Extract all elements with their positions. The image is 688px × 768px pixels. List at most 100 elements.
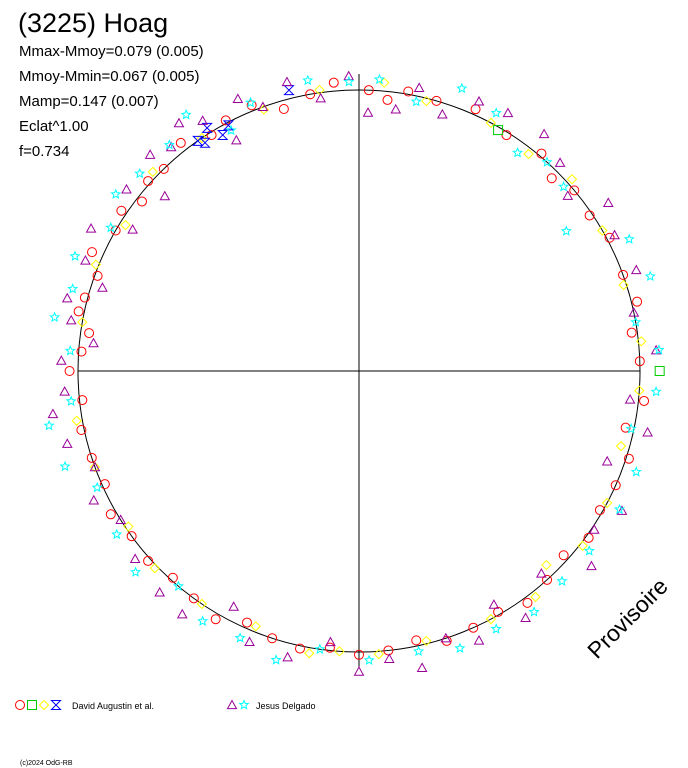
data-point-star (490, 107, 502, 118)
data-point-star (111, 528, 123, 540)
data-point-circle (175, 137, 186, 148)
data-point-triangle (129, 553, 141, 563)
data-point-circle (79, 292, 90, 303)
data-point-star (105, 221, 117, 233)
data-point-circle (324, 642, 335, 653)
data-point-star (59, 460, 71, 472)
data-point-hourglass (192, 135, 204, 146)
data-point-circle (522, 597, 533, 608)
data-point-circle (584, 210, 595, 221)
data-point-triangle (616, 505, 628, 515)
legend: David Augustin et al. Jesus Delgado (15, 699, 316, 711)
data-point-circle (241, 617, 252, 628)
data-point-diamond (485, 117, 497, 129)
data-point-triangle (473, 635, 485, 645)
data-point-triangle (121, 183, 132, 194)
stat-line: f=0.734 (19, 143, 69, 160)
data-point-triangle (315, 92, 327, 103)
data-point-star (245, 96, 257, 108)
data-point-circle (267, 633, 278, 644)
data-point-circle (403, 86, 414, 97)
data-point-star (560, 225, 572, 236)
data-point-star (456, 82, 468, 94)
legend-label: David Augustin et al. (72, 701, 154, 711)
data-point-circle (470, 104, 481, 115)
data-point-triangle (609, 229, 620, 240)
data-point-circle (411, 635, 422, 646)
chart-title: (3225) Hoag (18, 8, 168, 38)
data-point-circle (536, 148, 547, 159)
data-point-diamond (636, 336, 647, 347)
data-point-star (650, 386, 662, 397)
data-point-triangle (440, 632, 452, 643)
data-point-circle (604, 232, 615, 243)
data-point-triangle (586, 560, 597, 571)
data-point-hourglass (217, 129, 229, 140)
data-point-circle (632, 296, 643, 307)
data-point-star (314, 643, 326, 654)
data-point-star (49, 311, 61, 323)
data-point-circle (542, 574, 553, 585)
data-point-diamond (250, 621, 262, 632)
data-point-triangle (154, 586, 166, 597)
data-point-star (180, 108, 192, 120)
data-point-circle (105, 509, 116, 520)
data-point-diamond (530, 591, 541, 603)
data-point-triangle (232, 93, 244, 103)
data-point-star (172, 580, 184, 591)
data-point-triangle (244, 636, 255, 647)
data-point-star (490, 623, 502, 634)
data-point-circle (73, 306, 84, 317)
data-point-diamond (334, 646, 345, 657)
data-point-triangle (159, 190, 171, 201)
data-point-triangle (282, 651, 293, 662)
data-point-diamond (577, 540, 588, 551)
data-point-star (613, 503, 626, 515)
data-point-square (493, 125, 504, 136)
legend-symbol-diamond (38, 699, 50, 711)
data-marks (43, 70, 665, 676)
data-point-diamond (597, 225, 608, 236)
data-point-hourglass (199, 137, 211, 148)
data-point-triangle (47, 408, 59, 419)
data-point-circle (328, 77, 339, 88)
data-point-circle (501, 130, 512, 141)
data-point-diamond (89, 461, 101, 473)
data-point-star (43, 419, 55, 431)
data-point-star (373, 73, 385, 85)
data-point-triangle (85, 222, 97, 233)
data-point-diamond (123, 521, 134, 532)
data-point-circle (583, 532, 594, 543)
data-point-triangle (127, 224, 138, 234)
data-point-diamond (149, 562, 161, 574)
legend-symbol-triangle (226, 699, 238, 710)
provisional-watermark: Provisoire (582, 573, 673, 664)
data-point-triangle (55, 355, 67, 365)
data-point-star (556, 575, 568, 586)
data-point-diamond (147, 166, 159, 178)
data-point-star (130, 566, 142, 577)
data-point-triangle (343, 70, 355, 81)
stat-line: Mamp=0.147 (0.007) (19, 93, 159, 110)
legend-label: Jesus Delgado (256, 701, 316, 711)
data-point-star (163, 139, 175, 150)
data-point-hourglass (283, 85, 295, 96)
data-point-circle (64, 366, 75, 376)
data-point-star (410, 95, 422, 107)
data-point-star (67, 283, 79, 294)
data-point-triangle (61, 438, 73, 448)
data-point-triangle (89, 461, 101, 472)
data-point-star (528, 606, 540, 617)
data-point-diamond (541, 559, 552, 571)
data-point-triangle (325, 636, 336, 647)
data-point-star (69, 250, 81, 261)
data-point-triangle (61, 292, 73, 303)
data-point-diamond (71, 415, 82, 426)
data-point-diamond (566, 174, 578, 185)
data-point-circle (143, 176, 154, 187)
data-point-diamond (304, 648, 315, 659)
data-point-circle (594, 505, 605, 516)
data-point-circle (188, 593, 199, 604)
data-point-circle (143, 555, 154, 566)
data-point-hourglass (201, 122, 213, 133)
